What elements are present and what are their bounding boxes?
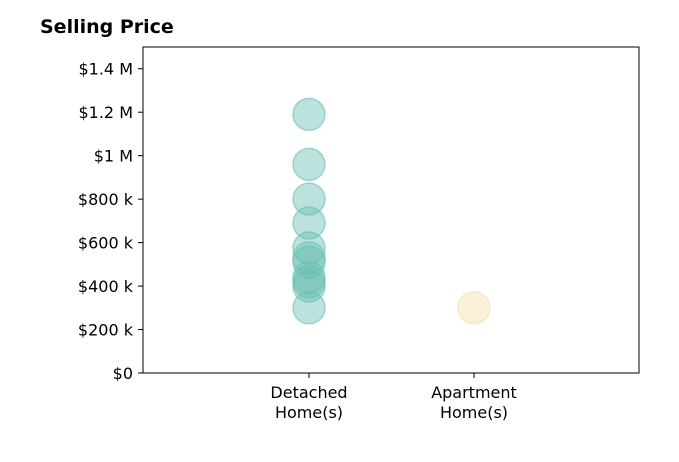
y-tick-label: $1 M (94, 147, 133, 166)
data-point (292, 97, 326, 132)
x-tick-label: Apartment (431, 383, 517, 402)
data-point (292, 245, 326, 279)
data-point (292, 182, 326, 216)
y-tick-label: $800 k (78, 190, 134, 209)
x-tick-label: Detached (270, 383, 347, 402)
data-point (292, 291, 326, 325)
plot-frame (142, 46, 640, 374)
y-tick-label: $200 k (78, 321, 134, 340)
y-tick-label: $1.2 M (78, 103, 133, 122)
x-tick-label: Home(s) (440, 403, 508, 422)
chart-title: Selling Price (40, 16, 174, 38)
data-point (457, 291, 491, 325)
y-tick-label: $400 k (78, 277, 134, 296)
y-tick-label: $0 (113, 364, 133, 383)
y-tick-label: $600 k (78, 234, 134, 253)
x-tick-label: Home(s) (275, 403, 343, 422)
data-point (292, 231, 326, 265)
data-point (292, 206, 326, 240)
data-point (292, 147, 326, 182)
y-tick-label: $1.4 M (78, 60, 133, 79)
